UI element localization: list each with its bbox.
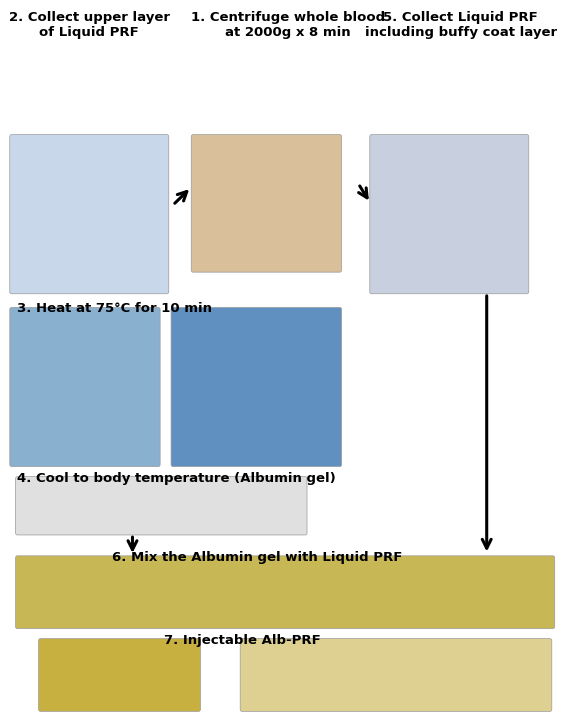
Text: 4. Cool to body temperature (Albumin gel): 4. Cool to body temperature (Albumin gel… [17,472,336,485]
FancyBboxPatch shape [16,556,555,629]
FancyBboxPatch shape [10,307,160,467]
FancyBboxPatch shape [240,639,552,711]
FancyBboxPatch shape [16,477,307,535]
Text: 1. Centrifuge whole blood
at 2000g x 8 min: 1. Centrifuge whole blood at 2000g x 8 m… [191,11,385,39]
Text: 6. Mix the Albumin gel with Liquid PRF: 6. Mix the Albumin gel with Liquid PRF [112,551,403,564]
FancyBboxPatch shape [39,639,200,711]
FancyBboxPatch shape [191,135,342,272]
Text: 5. Collect Liquid PRF
including buffy coat layer: 5. Collect Liquid PRF including buffy co… [365,11,557,39]
FancyBboxPatch shape [171,307,342,467]
Text: 7. Injectable Alb-PRF: 7. Injectable Alb-PRF [164,634,320,647]
Text: 2. Collect upper layer
of Liquid PRF: 2. Collect upper layer of Liquid PRF [9,11,170,39]
FancyBboxPatch shape [370,135,529,294]
FancyBboxPatch shape [10,135,169,294]
Text: 3. Heat at 75°C for 10 min: 3. Heat at 75°C for 10 min [17,302,213,315]
